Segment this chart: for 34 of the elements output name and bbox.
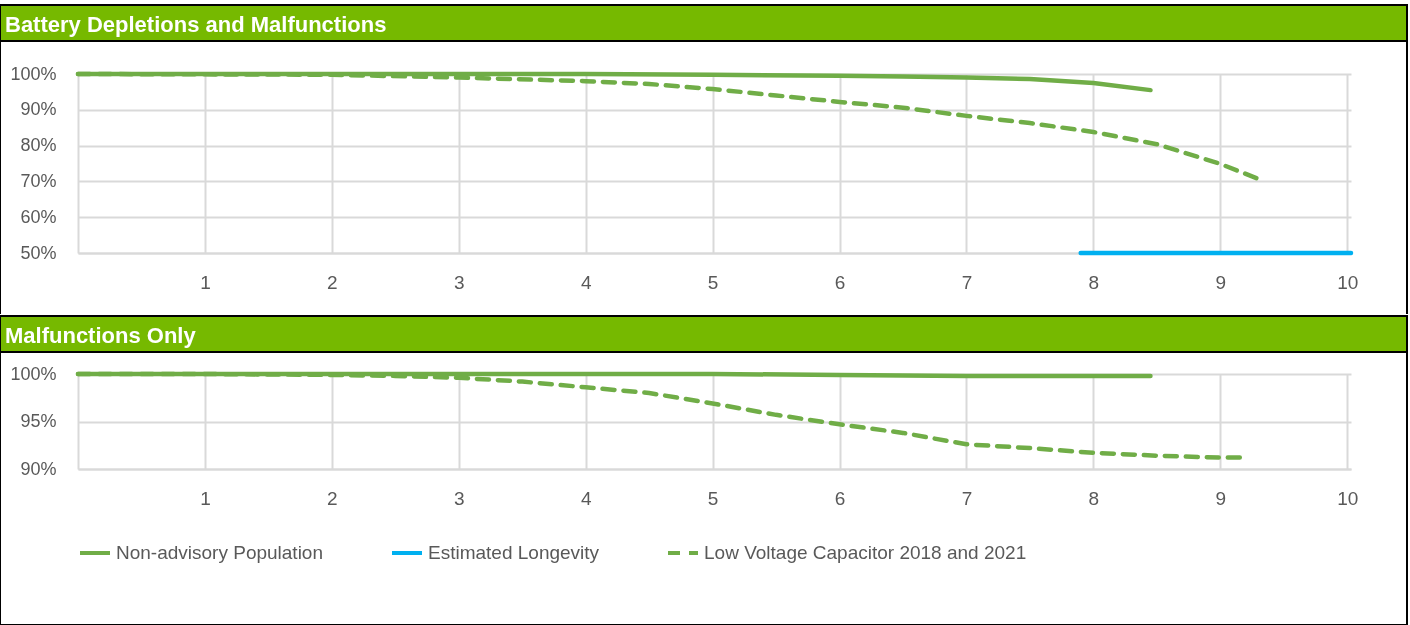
chart-title: Malfunctions Only [1, 315, 1406, 353]
x-tick-label: 4 [580, 271, 592, 293]
y-tick-label: 80% [20, 135, 57, 156]
x-tick-label: 6 [834, 271, 846, 293]
x-tick-label: 10 [1337, 271, 1359, 293]
x-tick-label: 8 [1088, 487, 1100, 509]
x-tick-label: 6 [834, 487, 846, 509]
y-tick-label: 90% [20, 99, 57, 120]
legend-label: Estimated Longevity [428, 542, 600, 563]
x-tick-label: 4 [580, 487, 592, 509]
x-tick-label: 5 [707, 487, 719, 509]
x-tick-label: 3 [453, 271, 465, 293]
x-tick-label: 7 [961, 271, 973, 293]
y-tick-label: 50% [20, 242, 57, 263]
x-tick-label: 10 [1337, 487, 1359, 509]
legend-label: Low Voltage Capacitor 2018 and 2021 [704, 542, 1027, 563]
x-tick-label: 7 [961, 487, 973, 509]
y-tick-label: 95% [20, 411, 57, 431]
x-tick-label: 9 [1215, 487, 1227, 509]
x-tick-label: 1 [200, 487, 211, 509]
x-tick-label: 5 [707, 271, 719, 293]
y-tick-label: 60% [20, 206, 57, 227]
y-tick-label: 100% [10, 63, 57, 84]
y-tick-label: 70% [20, 170, 57, 191]
x-tick-label: 2 [327, 271, 338, 293]
x-tick-label: 3 [453, 487, 465, 509]
x-tick-label: 2 [327, 487, 338, 509]
legend-label: Non-advisory Population [116, 542, 324, 563]
x-tick-label: 9 [1215, 271, 1227, 293]
x-tick-label: 8 [1088, 271, 1100, 293]
chart-title: Battery Depletions and Malfunctions [1, 4, 1406, 42]
y-tick-label: 90% [20, 458, 57, 479]
x-tick-label: 1 [200, 271, 211, 293]
y-tick-label: 100% [10, 363, 57, 384]
